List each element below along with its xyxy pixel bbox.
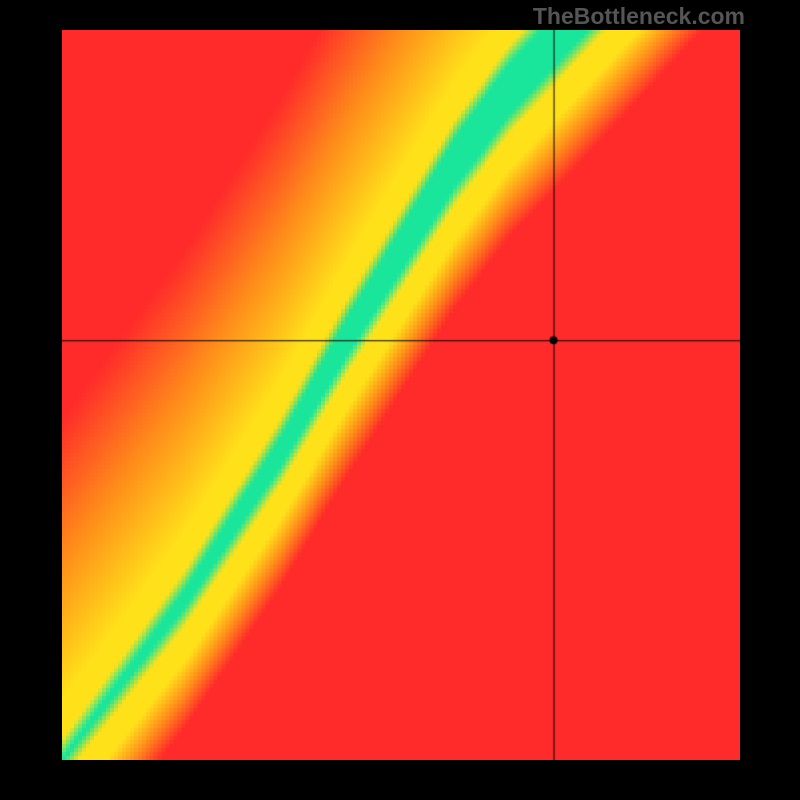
chart-container: { "chart": { "type": "heatmap", "width_p…	[0, 0, 800, 800]
crosshair-overlay	[62, 30, 740, 760]
watermark-text: TheBottleneck.com	[533, 3, 745, 30]
